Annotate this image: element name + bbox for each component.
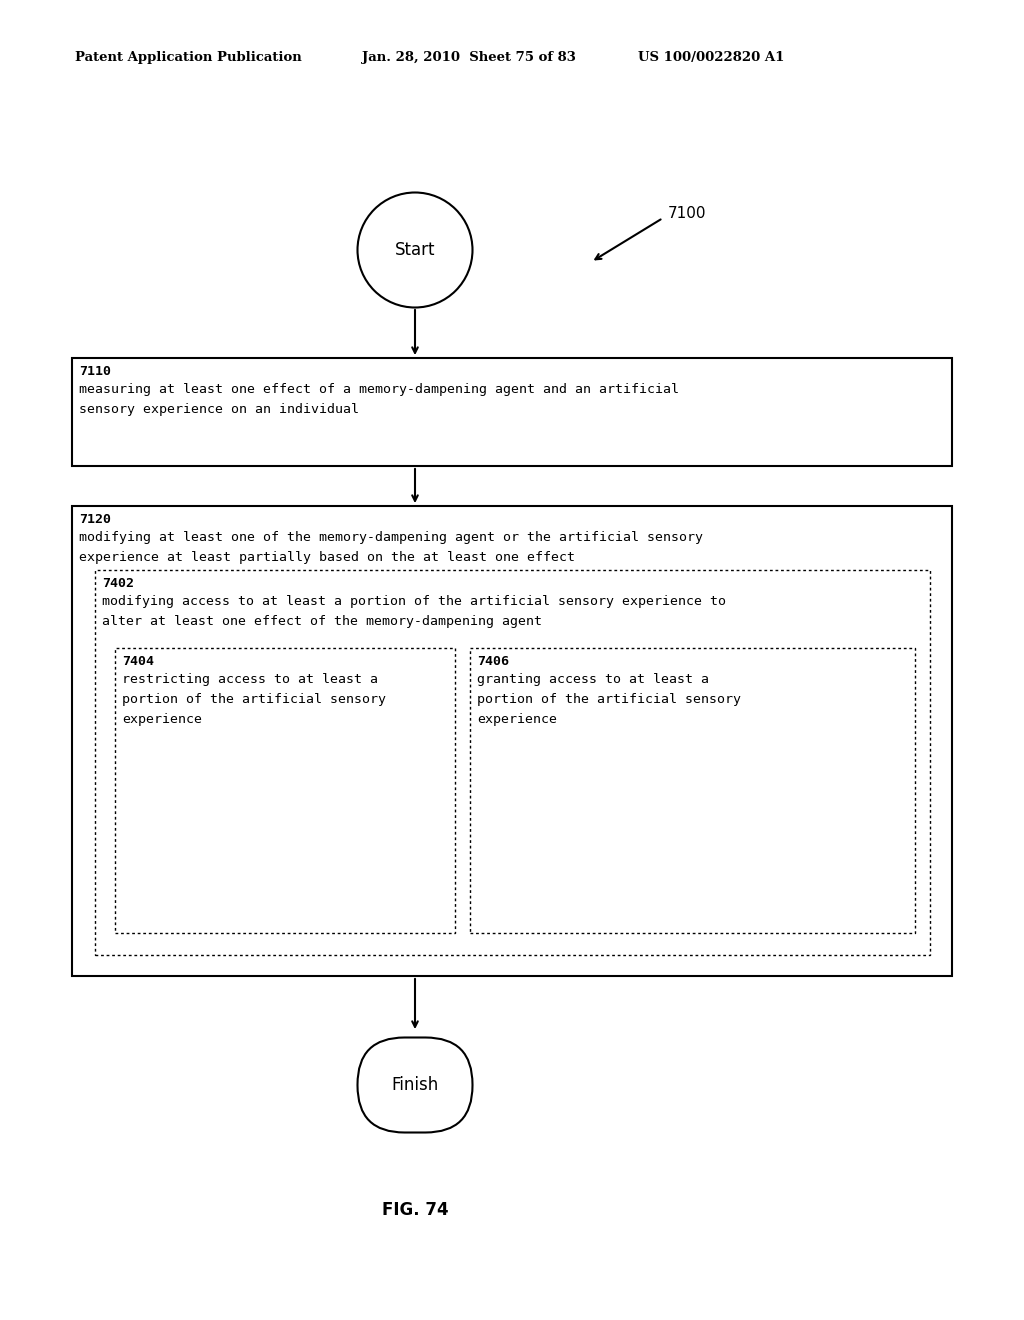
Text: Start: Start: [394, 242, 435, 259]
Text: portion of the artificial sensory: portion of the artificial sensory: [122, 693, 386, 706]
Text: alter at least one effect of the memory-dampening agent: alter at least one effect of the memory-…: [102, 615, 542, 628]
Bar: [72, 506, 952, 975]
Text: 7404: 7404: [122, 655, 154, 668]
Text: 7110: 7110: [79, 366, 111, 378]
Text: granting access to at least a: granting access to at least a: [477, 673, 709, 686]
Bar: [95, 570, 930, 954]
Text: Finish: Finish: [391, 1076, 438, 1094]
Text: 7100: 7100: [668, 206, 707, 220]
Bar: [470, 648, 915, 933]
Text: measuring at least one effect of a memory-dampening agent and an artificial: measuring at least one effect of a memor…: [79, 383, 679, 396]
Text: restricting access to at least a: restricting access to at least a: [122, 673, 378, 686]
Text: experience: experience: [122, 713, 202, 726]
Ellipse shape: [357, 193, 472, 308]
Text: Patent Application Publication: Patent Application Publication: [75, 51, 302, 65]
Text: experience: experience: [477, 713, 557, 726]
Bar: [72, 358, 952, 466]
Text: modifying at least one of the memory-dampening agent or the artificial sensory: modifying at least one of the memory-dam…: [79, 531, 703, 544]
Text: portion of the artificial sensory: portion of the artificial sensory: [477, 693, 741, 706]
FancyBboxPatch shape: [357, 1038, 472, 1133]
Text: sensory experience on an individual: sensory experience on an individual: [79, 403, 359, 416]
Text: FIG. 74: FIG. 74: [382, 1201, 449, 1218]
Text: experience at least partially based on the at least one effect: experience at least partially based on t…: [79, 550, 575, 564]
Text: US 100/0022820 A1: US 100/0022820 A1: [638, 51, 784, 65]
Text: Jan. 28, 2010  Sheet 75 of 83: Jan. 28, 2010 Sheet 75 of 83: [362, 51, 575, 65]
Text: modifying access to at least a portion of the artificial sensory experience to: modifying access to at least a portion o…: [102, 595, 726, 609]
Text: 7120: 7120: [79, 513, 111, 525]
Bar: [115, 648, 455, 933]
Text: 7406: 7406: [477, 655, 509, 668]
Text: 7402: 7402: [102, 577, 134, 590]
